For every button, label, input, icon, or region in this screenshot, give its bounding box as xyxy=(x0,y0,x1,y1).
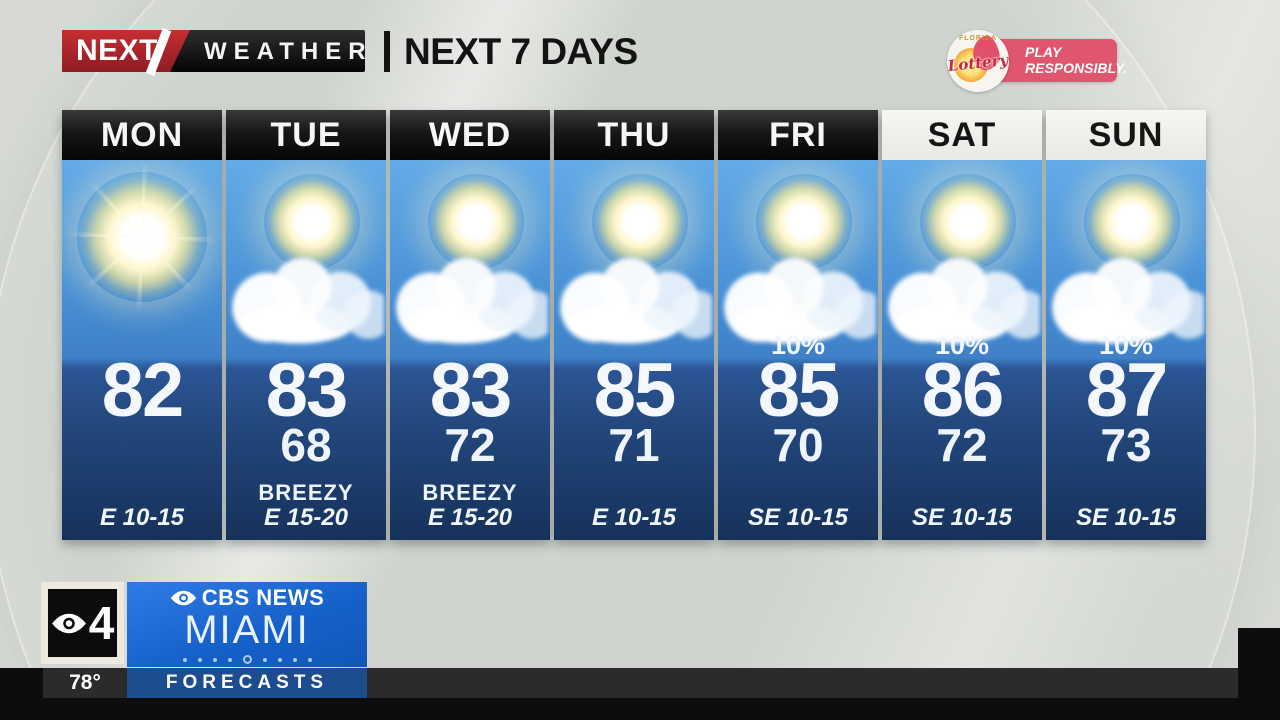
day-label: THU xyxy=(597,115,671,154)
day-sky-panel: 10% 87 73 SE 10-15 xyxy=(1046,160,1206,540)
low-temp: 72 xyxy=(444,419,496,471)
day-label: SAT xyxy=(927,115,997,154)
forecast-column-wed: WED 83 72 BREEZY E 15-20 xyxy=(390,110,550,540)
cloud-icon xyxy=(886,254,1040,346)
day-sky-panel: 10% 86 72 SE 10-15 xyxy=(882,160,1042,540)
low-temp: 71 xyxy=(608,419,660,471)
cbs-eye-icon xyxy=(51,613,86,633)
brand-weather-label: WEATHER xyxy=(204,38,373,65)
low-temp: 72 xyxy=(936,419,988,471)
lottery-message-line2: RESPONSIBLY. xyxy=(1025,60,1127,76)
day-header: MON xyxy=(62,110,222,160)
cloud-icon xyxy=(394,254,548,346)
day-label: MON xyxy=(100,115,184,154)
day-sky-panel: 82 E 10-15 xyxy=(62,160,222,540)
lower-third-strip: 78° FORECASTS xyxy=(0,668,1280,698)
forecast-column-tue: TUE 83 68 BREEZY E 15-20 xyxy=(226,110,386,540)
florida-lottery-logo: FLORIDA Lottery xyxy=(947,30,1009,92)
forecast-column-fri: FRI 10% 85 70 SE 10-15 xyxy=(718,110,878,540)
letterbox-corner xyxy=(1238,628,1280,720)
cbs-news-row: CBS NEWS xyxy=(170,584,325,610)
current-temp: 78° xyxy=(69,671,101,694)
day-sky-panel: 10% 85 70 SE 10-15 xyxy=(718,160,878,540)
page-title: NEXT 7 DAYS xyxy=(404,31,638,72)
day-sky-panel: 83 68 BREEZY E 15-20 xyxy=(226,160,386,540)
cloud-icon xyxy=(1050,254,1204,346)
market-label: MIAMI xyxy=(184,607,310,652)
day-header: THU xyxy=(554,110,714,160)
cloud-icon xyxy=(558,254,712,346)
high-temp: 86 xyxy=(921,348,1005,433)
cbs4-logo: 4 xyxy=(48,589,117,657)
studio-background: NEXT WEATHER NEXT 7 DAYS PLAY RESPONSIBL… xyxy=(0,0,1280,668)
precip-chance: 10% xyxy=(770,330,826,360)
day-header: TUE xyxy=(226,110,386,160)
precip-chance: 10% xyxy=(934,330,990,360)
cbs-eye-icon xyxy=(170,590,196,605)
precip-chance: 10% xyxy=(1098,330,1154,360)
high-temp: 85 xyxy=(593,348,677,433)
day-header: WED xyxy=(390,110,550,160)
wind-forecast: E 15-20 xyxy=(427,504,513,531)
low-temp: 70 xyxy=(772,419,824,471)
day-sky-panel: 83 72 BREEZY E 15-20 xyxy=(390,160,550,540)
next-weather-logo: NEXT WEATHER xyxy=(62,27,373,77)
day-sky-panel: 85 71 E 10-15 xyxy=(554,160,714,540)
brand-next-label: NEXT xyxy=(76,34,159,67)
day-header-weekend: SUN xyxy=(1046,110,1206,160)
wind-forecast: SE 10-15 xyxy=(911,504,1013,531)
sun-icon xyxy=(77,172,207,302)
letterbox-bottom xyxy=(0,698,1280,720)
forecast-column-sat: SAT 10% 86 72 SE 10-15 xyxy=(882,110,1042,540)
wind-forecast: SE 10-15 xyxy=(1075,504,1177,531)
high-temp: 83 xyxy=(265,348,349,433)
forecast-column-thu: THU 85 71 E 10-15 xyxy=(554,110,714,540)
wind-forecast: E 15-20 xyxy=(263,504,349,531)
high-temp: 87 xyxy=(1085,348,1169,433)
wind-note: BREEZY xyxy=(422,480,518,505)
cloud-icon xyxy=(230,254,384,346)
low-temp: 68 xyxy=(280,419,332,471)
lottery-message: PLAY RESPONSIBLY. xyxy=(1025,44,1127,76)
wind-forecast: E 10-15 xyxy=(99,504,185,531)
lottery-message-line1: PLAY xyxy=(1025,44,1062,60)
lottery-sponsor-bug: PLAY RESPONSIBLY. FLORIDA Lottery xyxy=(947,28,1127,94)
segment-banner: FORECASTS xyxy=(127,668,367,698)
wind-note: BREEZY xyxy=(258,480,354,505)
wind-forecast: E 10-15 xyxy=(591,504,677,531)
channel-number: 4 xyxy=(88,597,115,649)
cbs4-logo-tile: 4 xyxy=(41,582,124,664)
title-divider xyxy=(384,31,390,72)
forecast-board: MON 82 E 10-15 TUE 83 68 xyxy=(62,110,1206,540)
day-label: FRI xyxy=(769,115,827,154)
high-temp: 85 xyxy=(757,348,841,433)
day-label: WED xyxy=(428,115,512,154)
day-header: FRI xyxy=(718,110,878,160)
network-label: CBS NEWS xyxy=(201,584,325,610)
forecast-column-mon: MON 82 E 10-15 xyxy=(62,110,222,540)
wind-forecast: SE 10-15 xyxy=(747,504,849,531)
cloud-icon xyxy=(722,254,876,346)
high-temp: 82 xyxy=(101,348,185,433)
forecast-column-sun: SUN 10% 87 73 SE 10-15 xyxy=(1046,110,1206,540)
center-dot-ring xyxy=(242,655,252,664)
low-temp: 73 xyxy=(1100,419,1152,471)
day-label: SUN xyxy=(1088,115,1164,154)
lottery-florida-label: FLORIDA xyxy=(958,35,998,42)
cbs-news-miami-logo: CBS NEWS MIAMI xyxy=(127,582,367,667)
day-label: TUE xyxy=(270,115,342,154)
day-header-weekend: SAT xyxy=(882,110,1042,160)
high-temp: 83 xyxy=(429,348,513,433)
miami-logo-dots xyxy=(182,655,312,665)
